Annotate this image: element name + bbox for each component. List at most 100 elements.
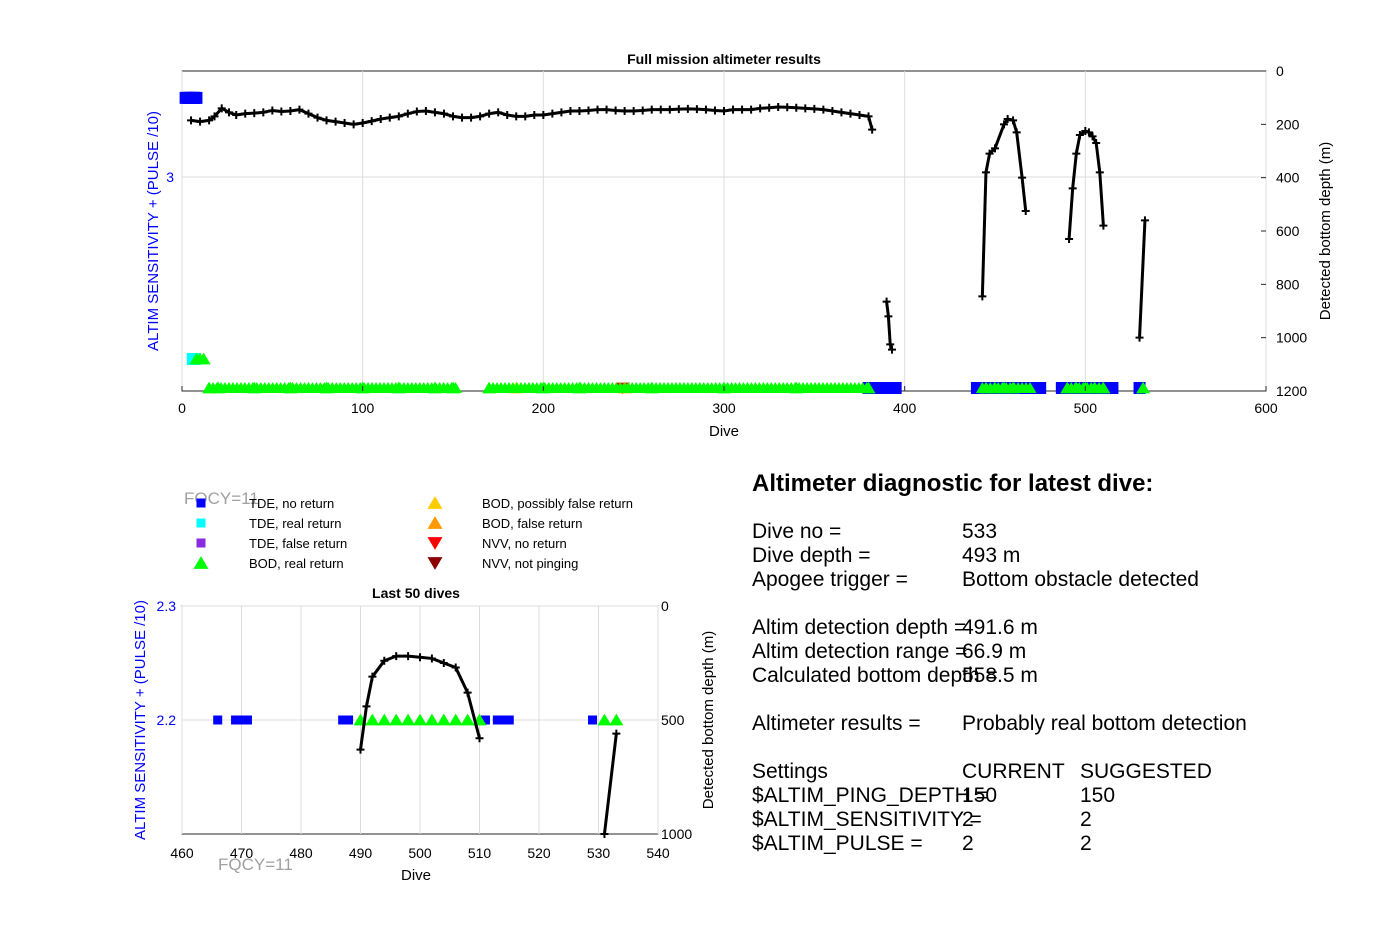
dive-depth-value: 493 m xyxy=(962,544,1021,567)
top-depth-point xyxy=(566,107,575,115)
legend-item-label: TDE, real return xyxy=(249,516,341,531)
bottom-marker-square xyxy=(492,715,502,725)
top-marker-square xyxy=(880,382,893,394)
top-depth-point xyxy=(629,107,638,115)
top-right-tick-label: 600 xyxy=(1276,223,1300,239)
top-depth-point xyxy=(259,108,268,117)
dive-no-value: 533 xyxy=(962,520,998,543)
top-marker-square xyxy=(1106,382,1119,394)
bottom-depth-series-line xyxy=(602,733,618,835)
bottom-marker-square xyxy=(338,715,348,725)
top-depth-point xyxy=(1135,333,1144,342)
bottom-marker-square xyxy=(213,715,223,725)
top-bod-real-marker xyxy=(1023,382,1037,393)
top-depth-point xyxy=(232,111,241,119)
altim-range-label: Altim detection range = xyxy=(752,640,968,663)
bottom-depth-point xyxy=(600,830,609,838)
top-depth-point xyxy=(503,111,512,119)
top-right-tick-label: 800 xyxy=(1276,276,1300,292)
last-50-dives-chart: 460 470 480 490 500 510 520 530 540 2.2 2.3 0 500 100… xyxy=(132,585,717,884)
bottom-depth-point xyxy=(451,663,460,672)
bottom-marker-triangle-up xyxy=(377,713,392,726)
legend-item-label: BOD, false return xyxy=(482,516,582,531)
legend-marker xyxy=(196,518,206,528)
top-depth-point xyxy=(1003,115,1012,123)
top-depth-point xyxy=(313,113,322,122)
top-depth-point xyxy=(1009,116,1018,125)
top-depth-point xyxy=(765,103,774,112)
settings-label: Settings xyxy=(752,760,828,783)
top-depth-point xyxy=(349,120,358,129)
top-depth-point xyxy=(1021,207,1030,215)
bottom-marker-triangle-up xyxy=(609,713,624,726)
results-value: Probably real bottom detection xyxy=(962,712,1247,735)
top-left-tick-label: 3 xyxy=(166,169,174,185)
top-chart-title: Full mission altimeter results xyxy=(627,51,821,67)
top-depth-point xyxy=(403,109,412,118)
sensitivity-label: $ALTIM_SENSITIVITY = xyxy=(752,808,982,831)
current-header: CURRENT xyxy=(962,760,1065,783)
bottom-marker-square xyxy=(237,715,246,725)
top-right-tick-label: 0 xyxy=(1276,63,1284,79)
bottom-depth-point xyxy=(362,702,371,711)
top-depth-point xyxy=(1140,216,1149,225)
top-depth-point xyxy=(268,106,277,115)
top-bod-real-marker xyxy=(1096,382,1110,393)
top-depth-point xyxy=(593,105,602,114)
bottom-marker-square xyxy=(242,715,252,725)
bottom-depth-point xyxy=(427,654,436,663)
bottom-depth-point xyxy=(392,652,401,661)
top-depth-point xyxy=(1084,128,1093,137)
top-x-tick-label: 200 xyxy=(532,400,556,416)
top-depth-point xyxy=(210,112,219,121)
top-depth-point xyxy=(756,104,765,113)
top-depth-point xyxy=(205,116,214,125)
legend-item-label: BOD, real return xyxy=(249,556,344,571)
top-depth-point xyxy=(886,340,895,349)
top-marker-square xyxy=(871,382,884,394)
bottom-x-tick-label: 470 xyxy=(230,845,254,861)
altim-range-value: 66.9 m xyxy=(962,640,1027,663)
top-depth-point xyxy=(412,107,421,116)
sensitivity-current: 2 xyxy=(962,808,974,831)
top-depth-point xyxy=(828,107,837,115)
sensitivity-suggested: 2 xyxy=(1080,808,1092,831)
top-depth-point xyxy=(819,105,828,114)
bottom-ticks: 460 470 480 490 500 510 520 530 540 2.2 2.3 0 500 100… xyxy=(157,598,693,861)
top-depth-point xyxy=(250,109,259,118)
legend-marker xyxy=(427,557,443,570)
top-depth-point xyxy=(837,108,846,117)
top-depth-point xyxy=(692,105,701,114)
top-depth-point xyxy=(1000,120,1009,129)
top-marker-square xyxy=(889,382,902,394)
top-depth-point xyxy=(467,113,476,122)
bottom-x-tick-label: 540 xyxy=(646,845,670,861)
legend-marker xyxy=(427,516,443,529)
bottom-x-axis-label: Dive xyxy=(401,867,431,884)
legend-marker xyxy=(427,496,443,509)
bottom-marker-triangle-up xyxy=(413,713,427,726)
top-depth-point xyxy=(720,107,728,115)
bottom-depth-point xyxy=(475,734,484,743)
top-depth-point xyxy=(430,108,439,117)
top-marker-square xyxy=(190,91,203,104)
top-depth-point xyxy=(304,109,313,118)
bottom-x-tick-label: 460 xyxy=(170,845,194,861)
top-depth-point xyxy=(620,107,629,115)
bottom-marker-square xyxy=(588,715,598,725)
legend-marker xyxy=(193,556,209,569)
altim-depth-label: Altim detection depth = xyxy=(752,616,967,639)
top-x-tick-label: 0 xyxy=(178,400,186,416)
bottom-depth-line xyxy=(356,652,621,838)
top-depth-point xyxy=(674,105,683,114)
top-depth-point xyxy=(888,345,897,354)
top-depth-point xyxy=(710,106,719,115)
top-depth-point xyxy=(1088,132,1097,141)
bottom-depth-point xyxy=(612,729,621,738)
bottom-right-tick-label: 500 xyxy=(661,712,685,728)
bottom-marker-triangle-up xyxy=(389,713,404,726)
top-depth-point xyxy=(991,144,999,153)
top-depth-point xyxy=(449,112,457,121)
top-depth-point xyxy=(638,106,647,115)
